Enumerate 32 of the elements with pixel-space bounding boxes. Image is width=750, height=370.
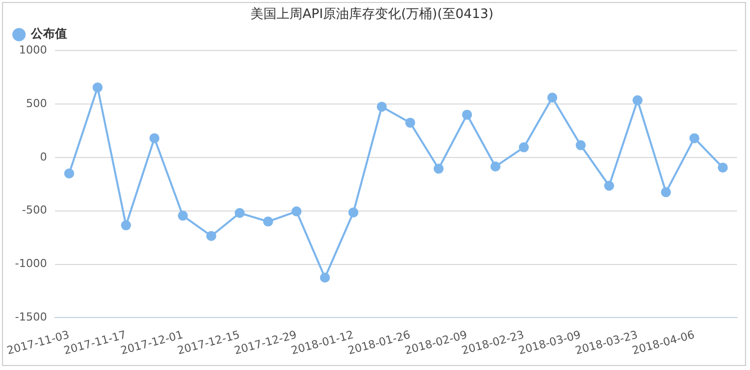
point [576, 140, 586, 150]
point [462, 110, 472, 120]
point [718, 162, 728, 173]
point [490, 162, 500, 172]
point [547, 92, 558, 103]
point [604, 180, 614, 191]
point [320, 272, 330, 283]
point [292, 206, 302, 216]
point [632, 95, 643, 106]
point [206, 230, 216, 241]
point [178, 210, 188, 221]
y-tick-label: 500 [26, 96, 47, 110]
point [376, 102, 387, 112]
y-tick-label: -1500 [14, 310, 47, 324]
point [149, 133, 160, 144]
point [405, 118, 416, 128]
point [263, 216, 274, 227]
point [518, 142, 529, 152]
point [64, 168, 74, 178]
chart-title: 美国上周API原油库存变化(万桶)(至0413) [250, 6, 494, 22]
point [434, 164, 444, 174]
y-tick-label: -1000 [14, 257, 47, 270]
point [234, 208, 245, 218]
y-tick-label: 1000 [18, 43, 47, 56]
point [121, 220, 132, 230]
point [348, 207, 358, 218]
y-tick-label: -500 [22, 204, 47, 217]
point [689, 133, 700, 144]
y-tick-label: 0 [40, 150, 47, 164]
point [660, 187, 671, 198]
point [92, 82, 103, 92]
legend-label: 公布值 [30, 26, 67, 41]
